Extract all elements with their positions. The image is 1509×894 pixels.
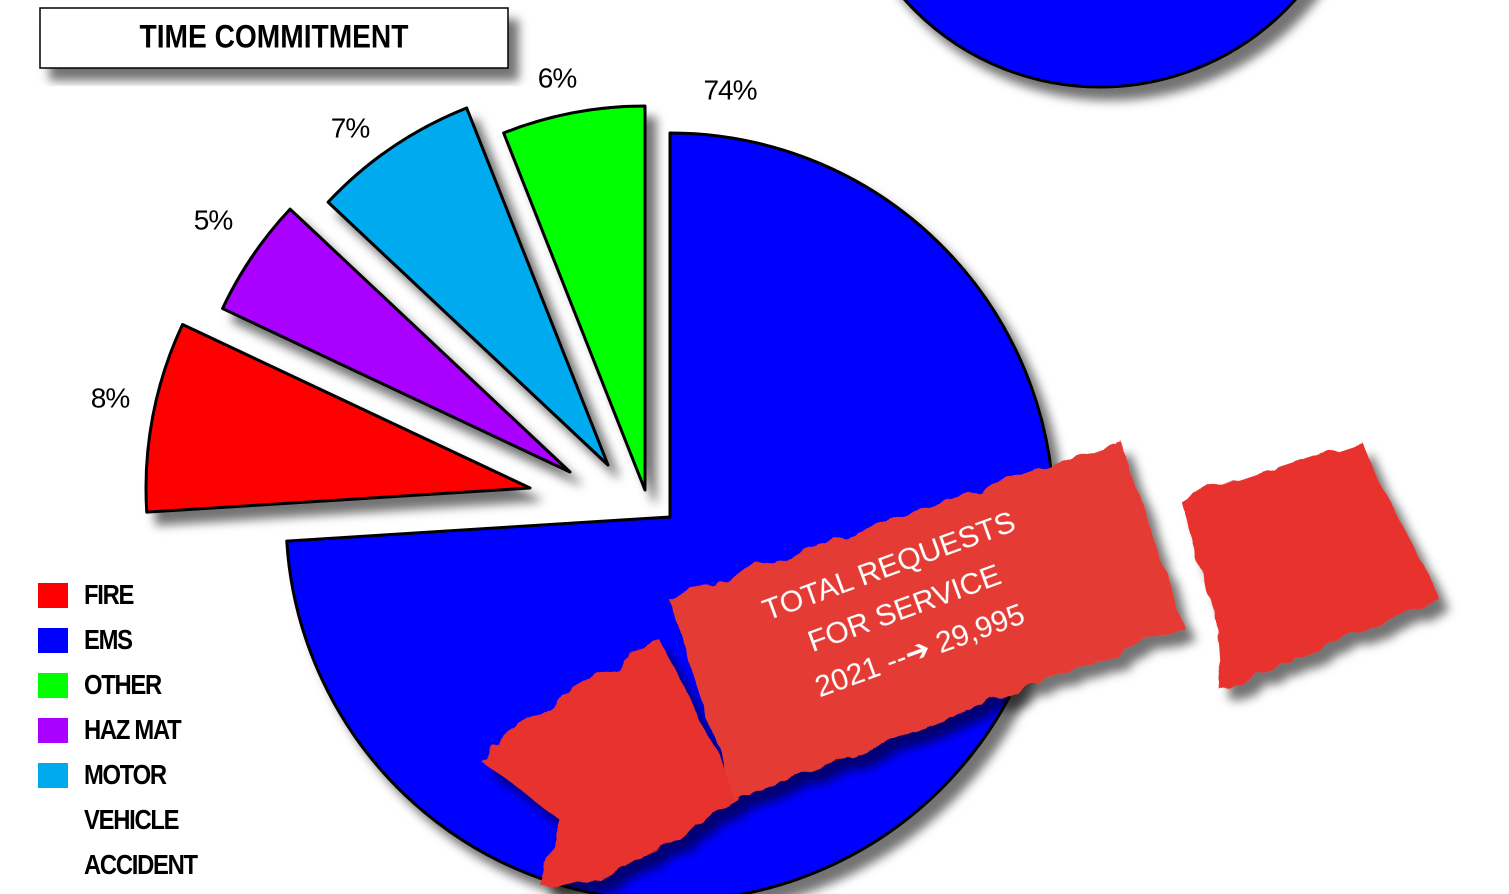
value-label: 7% — [331, 112, 370, 143]
ribbon-tail-right — [1180, 440, 1440, 690]
legend-label: FIRE — [84, 579, 134, 610]
value-label: 6% — [538, 62, 577, 93]
legend-swatch — [38, 628, 68, 653]
legend-label: MOTOR VEHICLE ACCIDENT — [84, 759, 198, 880]
legend-swatch — [38, 763, 68, 788]
ribbon-tail-left — [480, 640, 740, 885]
ribbon — [480, 440, 1440, 885]
value-label: 74% — [703, 74, 756, 105]
pie-slice — [502, 104, 647, 492]
pie-slice — [144, 323, 532, 514]
value-label: 8% — [91, 382, 130, 413]
legend-swatch — [38, 718, 68, 743]
legend-swatch — [38, 583, 68, 608]
legend-label: HAZ MAT — [84, 714, 182, 745]
legend-label: EMS — [84, 624, 133, 655]
legend-label: OTHER — [84, 669, 162, 700]
ribbon-body — [668, 440, 1185, 800]
pie-slice — [221, 207, 572, 474]
title-box — [39, 7, 509, 69]
pie-slice — [326, 106, 610, 467]
legend-swatch — [38, 673, 68, 698]
decor-circle — [903, 0, 1297, 89]
value-label: 5% — [194, 204, 233, 235]
chart-title: TIME COMMITMENT — [140, 20, 409, 55]
